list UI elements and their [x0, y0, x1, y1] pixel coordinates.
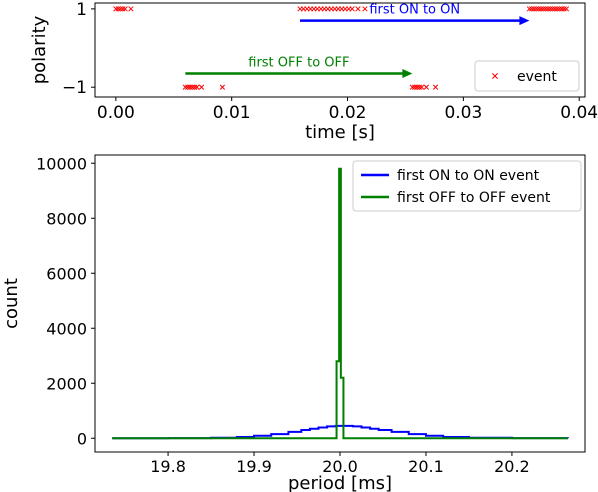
time-tick-label: 0.02	[329, 103, 367, 123]
event-marker	[120, 6, 126, 12]
event-marker	[412, 84, 418, 90]
on-to-on-annotation-label: first ON to ON	[369, 3, 460, 18]
polarity-plot-frame	[94, 2, 586, 98]
event-marker	[362, 6, 368, 12]
off-to-off-histogram-line	[112, 167, 568, 440]
event-marker	[540, 6, 546, 12]
period-tick-label: 19.9	[236, 457, 272, 476]
event-marker	[185, 84, 191, 90]
event-marker	[545, 6, 551, 12]
period-axis-label: period [ms]	[288, 473, 392, 492]
event-marker	[187, 84, 193, 90]
legend-event-label: event	[517, 69, 557, 85]
on-to-on-arrow-head	[519, 16, 530, 26]
on-to-on-histogram-line	[112, 424, 569, 440]
time-tick-label: 0.03	[444, 103, 482, 123]
polarity-axis-label: polarity	[29, 15, 50, 84]
event-marker	[531, 6, 537, 12]
legend-event-marker	[492, 73, 498, 79]
legend-on-to-on-label: first ON to ON event	[397, 168, 540, 184]
event-marker	[191, 84, 198, 90]
count-tick-label: 6000	[46, 264, 87, 283]
event-marker	[554, 6, 560, 12]
legend-box	[352, 160, 582, 212]
polarity-tick-label: 1	[76, 0, 87, 20]
annotation-arrows: first ON to ON first OFF to OFF	[185, 3, 530, 78]
count-axis-ticks: 0 2000 4000 6000 8000 10000	[36, 154, 95, 448]
event-marker	[529, 6, 535, 12]
period-tick-label: 20.2	[494, 457, 530, 476]
event-marker	[549, 6, 556, 12]
event-marker	[122, 6, 128, 12]
count-tick-label: 10000	[36, 154, 87, 173]
event-marker	[419, 84, 425, 90]
event-markers	[113, 6, 570, 90]
period-tick-label: 20.1	[408, 457, 444, 476]
count-tick-label: 2000	[46, 374, 87, 393]
histogram-series	[112, 167, 569, 440]
event-marker	[355, 6, 361, 12]
polarity-tick-label: −1	[62, 78, 87, 98]
off-to-off-arrow-head	[402, 69, 413, 78]
event-marker	[563, 6, 570, 12]
event-marker	[552, 6, 558, 12]
event-marker	[349, 6, 355, 12]
legend-off-to-off-label: first OFF to OFF event	[397, 190, 551, 206]
time-tick-label: 0.00	[97, 103, 135, 123]
legend-box	[474, 60, 580, 92]
event-marker	[432, 84, 439, 90]
event-marker	[115, 6, 121, 12]
event-marker	[198, 84, 205, 90]
event-marker	[416, 84, 423, 90]
count-tick-label: 8000	[46, 209, 87, 228]
event-marker	[219, 84, 226, 90]
event-marker	[556, 6, 563, 12]
event-marker	[561, 6, 567, 12]
event-marker	[189, 84, 195, 90]
period-tick-label: 19.8	[150, 457, 186, 476]
polarity-axis-ticks: 1 −1	[62, 0, 95, 98]
event-marker	[536, 6, 542, 12]
period-tick-label: 20.0	[322, 457, 358, 476]
event-marker	[414, 84, 420, 90]
event-marker	[526, 6, 533, 12]
period-histogram-chart: 19.8 19.9 20.0 20.1 20.2 0 2000 4000 6000 8000 10…	[1, 154, 586, 492]
histogram-legend: first ON to ON event first OFF to OFF eve…	[352, 160, 582, 212]
polarity-legend: event	[474, 60, 580, 92]
event-marker	[423, 84, 429, 90]
count-axis-label: count	[1, 278, 22, 329]
event-marker	[128, 6, 134, 12]
time-axis-ticks: 0.00 0.01 0.02 0.03 0.04	[97, 97, 598, 123]
event-marker	[113, 6, 119, 12]
off-to-off-annotation-label: first OFF to OFF	[248, 56, 349, 71]
event-marker	[533, 6, 540, 12]
event-marker	[194, 84, 200, 90]
time-tick-label: 0.04	[560, 103, 598, 123]
count-tick-label: 4000	[46, 319, 87, 338]
event-marker	[542, 6, 549, 12]
event-marker	[409, 84, 416, 90]
event-marker	[547, 6, 553, 12]
time-axis-label: time [s]	[305, 122, 375, 143]
period-axis-ticks: 19.8 19.9 20.0 20.1 20.2	[150, 452, 530, 476]
count-tick-label: 0	[77, 429, 87, 448]
event-marker	[117, 6, 124, 12]
event-marker	[559, 6, 565, 12]
event-marker	[182, 84, 189, 90]
event-marker	[538, 6, 544, 12]
time-tick-label: 0.01	[213, 103, 251, 123]
